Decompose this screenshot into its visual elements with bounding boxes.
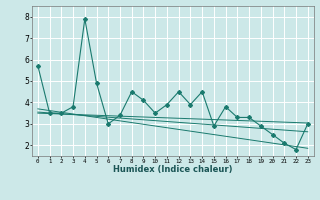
X-axis label: Humidex (Indice chaleur): Humidex (Indice chaleur) [113, 165, 233, 174]
